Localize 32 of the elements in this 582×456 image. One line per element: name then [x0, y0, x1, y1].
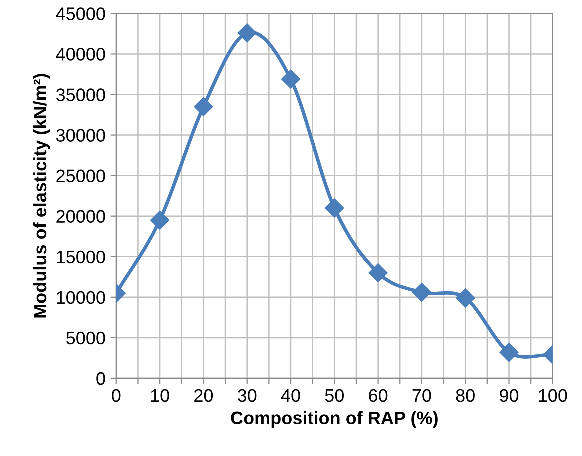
- point: [281, 70, 301, 89]
- x-tick-label: 80: [456, 389, 475, 402]
- y-tick-label: 35000: [56, 88, 106, 102]
- y-tick-label: 0: [96, 372, 106, 386]
- point: [150, 210, 170, 230]
- y-axis-title: Modulus of elasticity (kN/m²): [33, 74, 50, 318]
- y-tick-label: 10000: [57, 291, 106, 304]
- x-tick-label: 50: [325, 389, 344, 402]
- y-tick-label: 30000: [56, 129, 106, 142]
- x-tick-label: 10: [151, 389, 170, 402]
- y-tick-label: 40000: [56, 48, 106, 61]
- y-tick-label: 5000: [66, 332, 106, 345]
- x-tick-label: 100: [539, 389, 568, 402]
- y-tick-label: 45000: [56, 8, 106, 20]
- point: [456, 288, 476, 308]
- point: [500, 343, 519, 362]
- y-tick-label: 20000: [56, 210, 106, 224]
- x-tick-label: 70: [412, 389, 432, 402]
- x-tick-label: 60: [369, 389, 388, 402]
- y-tick-label: 25000: [56, 170, 106, 183]
- point: [412, 283, 432, 302]
- x-axis-title: Composition of RAP (%): [231, 411, 438, 428]
- x-tick-label: 90: [500, 389, 519, 402]
- x-tick-label: 30: [238, 389, 257, 402]
- point: [368, 264, 388, 283]
- x-tick-label: 0: [112, 389, 121, 402]
- x-tick-label: 40: [281, 389, 300, 402]
- x-tick-label: 20: [194, 389, 214, 402]
- point: [238, 24, 257, 43]
- point: [194, 97, 214, 116]
- point: [325, 198, 344, 218]
- y-tick-label: 15000: [57, 250, 106, 264]
